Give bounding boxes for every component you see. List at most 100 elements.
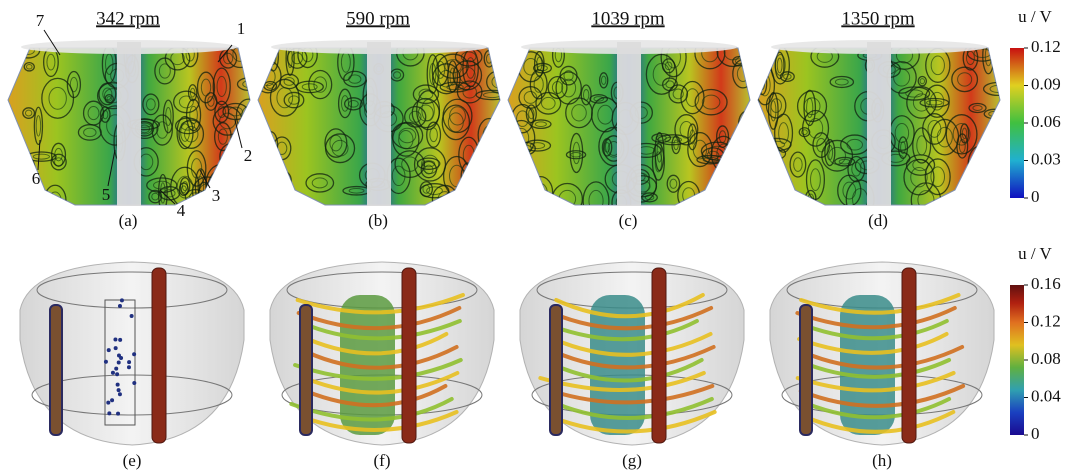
panel-label: (e) — [123, 451, 142, 470]
swirl — [976, 150, 997, 178]
swirl — [754, 168, 783, 190]
swirl — [977, 178, 1004, 202]
baffle — [902, 268, 916, 443]
swirl — [761, 130, 765, 143]
speck — [132, 381, 136, 385]
colorbar-title: u / V — [1018, 244, 1052, 263]
speck — [130, 314, 134, 318]
colorbar — [1010, 48, 1024, 198]
panel-label: (c) — [619, 211, 638, 230]
colorbar-tick-label: 0.16 — [1031, 274, 1061, 293]
speck — [113, 337, 117, 341]
panel-label: (h) — [872, 451, 892, 470]
figure: 342 rpm(a)590 rpm(b)1039 rpm(c)1350 rpm(… — [0, 0, 1069, 475]
swirl — [255, 68, 265, 73]
speck — [117, 354, 121, 358]
panel-title: 590 rpm — [346, 8, 410, 29]
swirl — [761, 173, 777, 185]
callout-line — [235, 120, 242, 148]
swirl — [981, 157, 993, 172]
callout-number: 5 — [102, 185, 111, 204]
swirl — [220, 143, 243, 169]
swirl — [974, 154, 987, 173]
swirl — [201, 191, 207, 212]
swirl — [228, 168, 234, 181]
swirl — [511, 172, 522, 188]
speck — [117, 388, 121, 392]
speck — [118, 338, 122, 342]
swirl — [968, 146, 992, 181]
swirl — [473, 166, 486, 183]
speck — [118, 304, 122, 308]
baffle — [800, 305, 812, 435]
colorbar-tick-label: 0 — [1031, 424, 1040, 443]
shaft — [367, 42, 391, 206]
swirl — [277, 171, 292, 189]
speck — [111, 371, 115, 375]
swirl — [983, 183, 998, 196]
panel-label: (g) — [622, 451, 642, 470]
panel-label: (a) — [119, 211, 138, 230]
colorbar-tick-label: 0.04 — [1031, 386, 1061, 405]
panel-label: (b) — [368, 211, 388, 230]
colorbar — [1010, 285, 1024, 435]
swirl — [515, 152, 532, 182]
swirl — [267, 138, 274, 153]
swirl — [481, 153, 493, 165]
speck — [127, 360, 131, 364]
panel-title: 1350 rpm — [841, 8, 915, 29]
swirl — [761, 150, 778, 158]
swirl — [461, 163, 474, 189]
colorbar-tick-label: 0.12 — [1031, 37, 1061, 56]
swirl — [983, 144, 997, 163]
swirl — [755, 119, 764, 142]
swirl — [757, 124, 762, 137]
speck — [114, 367, 118, 371]
swirl — [477, 180, 494, 189]
colorbar-title: u / V — [1018, 7, 1052, 26]
shaft — [867, 42, 891, 206]
colorbar-tick-label: 0.06 — [1031, 112, 1061, 131]
speck — [132, 352, 136, 356]
colorbar-tick-label: 0 — [1031, 187, 1040, 206]
speck — [106, 401, 110, 405]
callout-number: 4 — [177, 201, 186, 220]
baffle — [550, 305, 562, 435]
swirl — [483, 126, 495, 144]
speck — [107, 411, 111, 415]
swirl — [468, 159, 491, 190]
callout-number: 3 — [212, 186, 221, 205]
shaft — [617, 42, 641, 206]
speck — [116, 412, 120, 416]
swirl — [514, 176, 520, 185]
swirl — [534, 184, 547, 201]
swirl — [264, 132, 277, 159]
colorbar-tick-label: 0.12 — [1031, 311, 1061, 330]
swirl — [242, 106, 255, 124]
panel-title: 342 rpm — [96, 8, 160, 29]
callout-number: 7 — [36, 11, 45, 30]
swirl — [739, 112, 754, 137]
swirl — [470, 176, 501, 193]
swirl — [729, 147, 741, 167]
swirl — [226, 163, 237, 187]
baffle — [300, 305, 312, 435]
swirl — [484, 155, 491, 161]
swirl — [280, 175, 288, 185]
swirl — [220, 181, 237, 200]
swirl — [252, 66, 270, 75]
speck — [104, 360, 108, 364]
speck — [127, 365, 131, 369]
baffle — [402, 268, 416, 443]
swirl — [755, 160, 765, 168]
speck — [114, 346, 118, 350]
colorbar-tick-label: 0.08 — [1031, 349, 1061, 368]
swirl — [760, 77, 765, 89]
panel-label: (f) — [374, 451, 391, 470]
callout-number: 1 — [237, 19, 246, 38]
swirl — [505, 169, 521, 187]
colorbar-tick-label: 0.09 — [1031, 74, 1061, 93]
speck — [118, 392, 122, 396]
swirl — [751, 157, 769, 171]
swirl — [759, 125, 767, 149]
